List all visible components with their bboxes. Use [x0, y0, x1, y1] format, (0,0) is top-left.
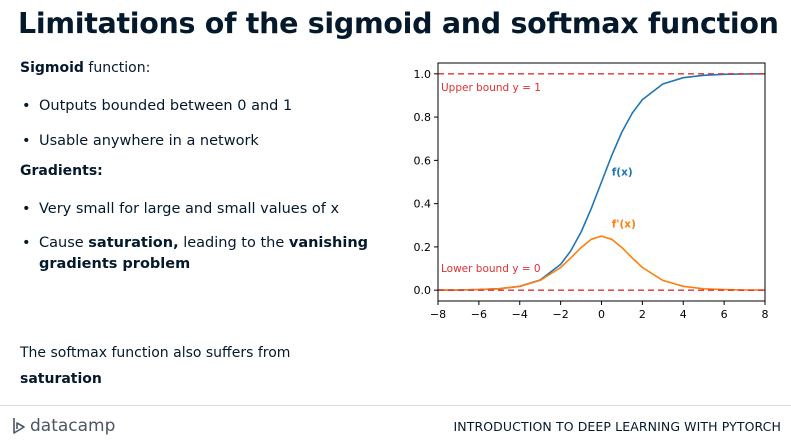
x-tick-label: −4 [512, 308, 528, 321]
x-tick-label: 6 [721, 308, 728, 321]
y-tick-label: 0.6 [414, 154, 432, 167]
y-tick-label: 1.0 [414, 68, 432, 81]
series-label-1: f'(x) [612, 218, 636, 230]
series-label-0: f(x) [612, 167, 633, 179]
footer-divider [0, 405, 791, 406]
bound-label-1: Lower bound y = 0 [441, 263, 541, 275]
logo-text: datacamp [30, 416, 116, 436]
bullet-item: Very small for large and small values of… [20, 199, 390, 220]
x-tick-label: −2 [553, 308, 569, 321]
bullet-item: Outputs bounded between 0 and 1 [20, 96, 390, 117]
gradient-bullets: Very small for large and small values of… [20, 199, 390, 275]
course-title: INTRODUCTION TO DEEP LEARNING WITH PYTOR… [453, 419, 781, 434]
softmax-note-line2: saturation [20, 371, 102, 387]
bullet-item: Cause saturation, leading to the vanishi… [20, 233, 390, 275]
slide-title: Limitations of the sigmoid and softmax f… [18, 7, 779, 40]
softmax-note-line1: The softmax function also suffers from [20, 345, 291, 361]
y-tick-label: 0.0 [414, 284, 432, 297]
sigmoid-heading: Sigmoid function: [20, 60, 151, 76]
x-tick-label: 0 [598, 308, 605, 321]
y-tick-label: 0.8 [414, 111, 432, 124]
sigmoid-bullets: Outputs bounded between 0 and 1 Usable a… [20, 96, 390, 152]
x-tick-label: 2 [639, 308, 646, 321]
x-tick-label: 8 [762, 308, 769, 321]
y-tick-label: 0.4 [414, 198, 432, 211]
series-line-1 [437, 235, 766, 291]
bullet-item: Usable anywhere in a network [20, 131, 390, 152]
datacamp-logo-icon [13, 418, 25, 434]
slide-content: Sigmoid function: Outputs bounded betwee… [20, 60, 390, 275]
sigmoid-chart: Upper bound y = 1 Lower bound y = 0 f(x) f'… [414, 62, 769, 321]
bound-label-0: Upper bound y = 1 [441, 82, 541, 94]
x-tick-label: 4 [680, 308, 687, 321]
datacamp-logo: datacamp [12, 416, 115, 436]
y-tick-label: 0.2 [414, 241, 432, 254]
series-line-0 [437, 73, 766, 291]
x-tick-label: −6 [471, 308, 487, 321]
gradients-heading: Gradients: [20, 163, 103, 179]
x-tick-label: −8 [430, 308, 446, 321]
